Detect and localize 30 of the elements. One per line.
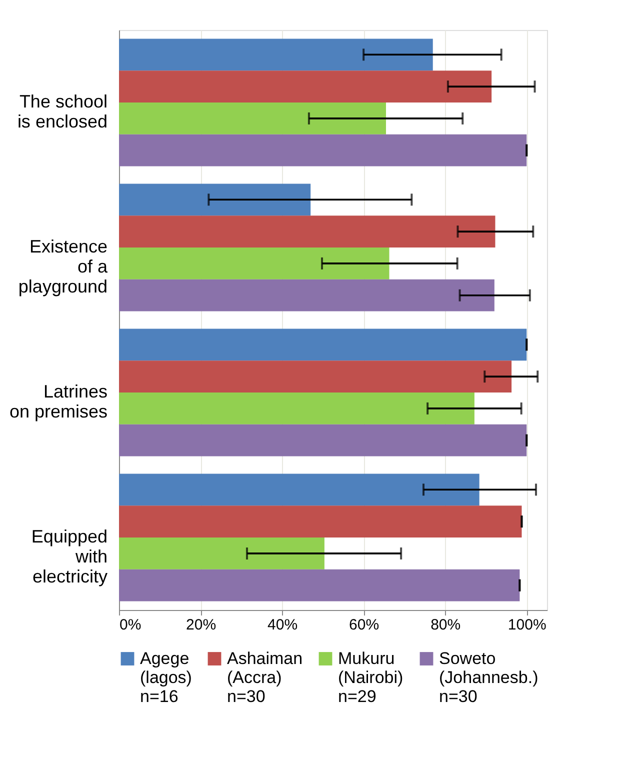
y-tick-label: Existence of a playground <box>18 236 108 296</box>
x-tick-label: 20% <box>186 616 216 634</box>
bar <box>119 538 324 570</box>
x-tick-label: 40% <box>268 616 298 634</box>
bar <box>119 134 527 166</box>
y-tick-label: Latrines on premises <box>9 382 108 422</box>
x-tick-label: 100% <box>508 616 546 634</box>
y-tick-label: Equipped with electricity <box>31 526 108 586</box>
bar <box>119 328 527 361</box>
bar <box>119 506 522 538</box>
bar <box>119 569 520 602</box>
bar <box>119 360 512 392</box>
x-tick-label: 0% <box>120 616 142 634</box>
bar <box>119 70 492 102</box>
bar <box>119 38 433 71</box>
bar <box>119 424 527 456</box>
bar <box>119 102 386 134</box>
bar <box>119 184 311 216</box>
y-tick-label: The school is enclosed <box>17 92 108 132</box>
bar <box>119 248 390 280</box>
legend-label: Ashaiman (Accra) n=30 <box>227 648 303 706</box>
legend-label: Mukuru (Nairobi) n=29 <box>338 648 404 706</box>
x-tick-label: 60% <box>349 616 380 634</box>
legend-label: Soweto (Johannesb.) n=30 <box>439 648 538 706</box>
bar <box>119 474 480 506</box>
bar <box>119 392 474 424</box>
bar <box>119 279 494 312</box>
bar <box>119 216 496 248</box>
legend-label: Agege (lagos) n=16 <box>140 648 192 706</box>
x-tick-label: 80% <box>430 616 461 634</box>
